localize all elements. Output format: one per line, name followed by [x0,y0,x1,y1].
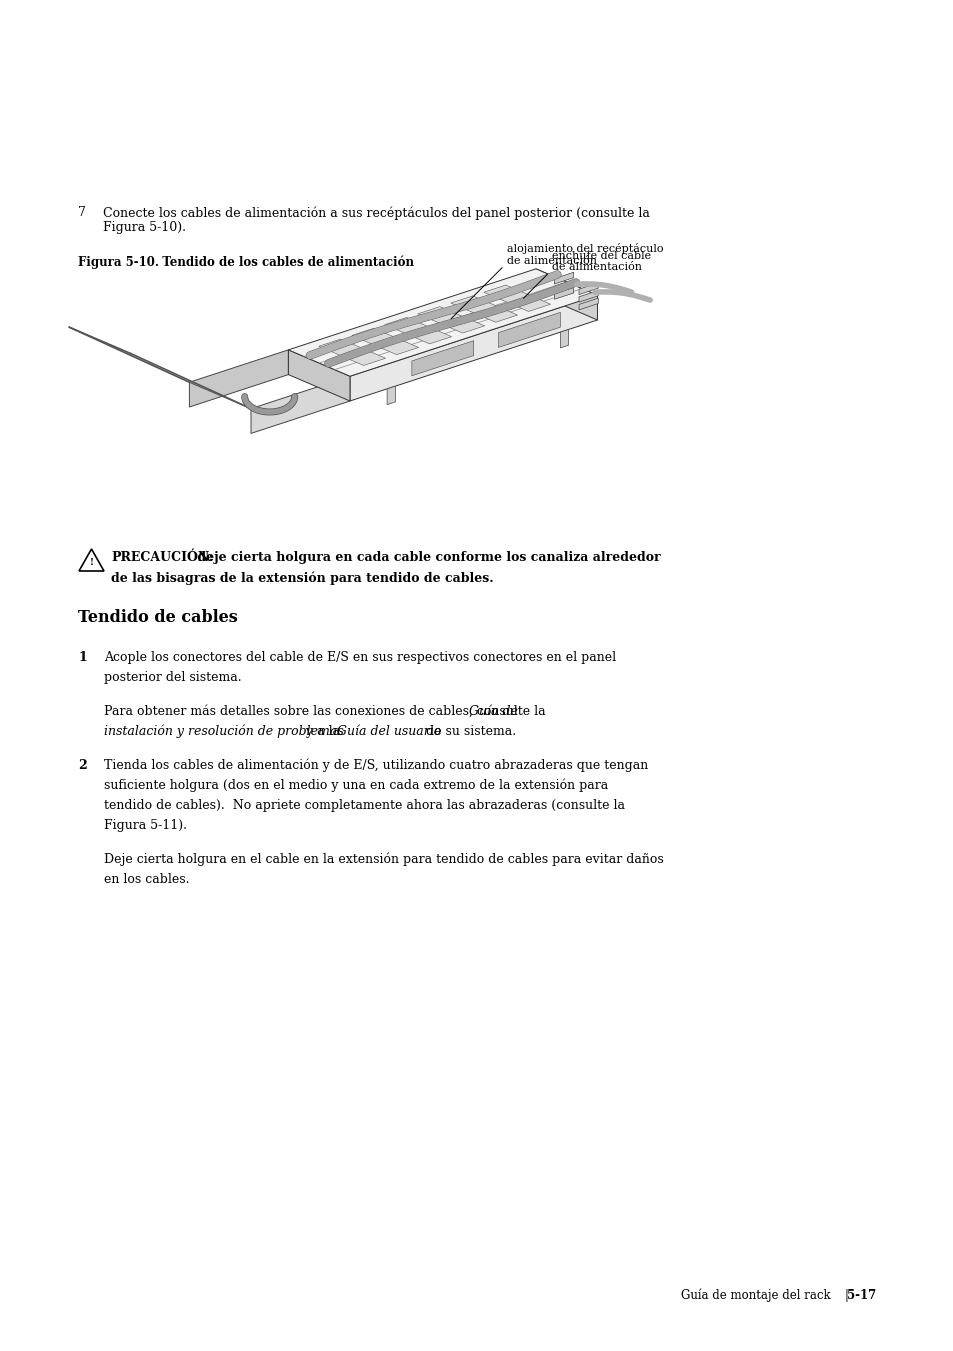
Polygon shape [288,269,597,376]
Polygon shape [554,288,573,300]
Text: Guía de: Guía de [469,705,517,717]
Polygon shape [559,330,568,349]
Text: Guía de montaje del rack: Guía de montaje del rack [680,1289,830,1302]
Polygon shape [578,290,598,303]
Polygon shape [578,282,598,295]
Polygon shape [554,280,573,292]
Polygon shape [190,350,288,407]
Text: Acople los conectores del cable de E/S en sus respectivos conectores en el panel: Acople los conectores del cable de E/S e… [104,651,616,663]
Text: PRECAUCIÓN:: PRECAUCIÓN: [111,551,213,563]
Text: Deje cierta holgura en el cable en la extensión para tendido de cables para evit: Deje cierta holgura en el cable en la ex… [104,852,663,866]
Text: deje cierta holgura en cada cable conforme los canaliza alrededor: deje cierta holgura en cada cable confor… [193,551,659,563]
Polygon shape [451,296,517,323]
Polygon shape [350,296,597,401]
Polygon shape [536,269,597,320]
Text: Tendido de cables: Tendido de cables [78,609,237,626]
Text: alojamiento del recéptáculo
de alimentación: alojamiento del recéptáculo de alimentac… [507,243,663,266]
Polygon shape [384,317,451,345]
Polygon shape [288,350,350,401]
Text: de su sistema.: de su sistema. [421,725,516,738]
Text: 7: 7 [78,205,86,219]
Polygon shape [318,339,385,366]
Polygon shape [578,299,598,309]
Text: instalación y resolución de problemas: instalación y resolución de problemas [104,725,343,739]
Polygon shape [483,285,550,312]
Text: tendido de cables).  No apriete completamente ahora las abrazaderas (consulte la: tendido de cables). No apriete completam… [104,798,624,812]
Text: enchufe del cable
de alimentación: enchufe del cable de alimentación [552,251,651,273]
Text: !: ! [90,558,93,567]
Text: 1: 1 [78,651,87,663]
Text: en los cables.: en los cables. [104,873,190,886]
Text: posterior del sistema.: posterior del sistema. [104,671,241,684]
Text: Guía del usuario: Guía del usuario [336,725,441,738]
Text: Figura 5-10.: Figura 5-10. [78,255,159,269]
Polygon shape [352,328,418,355]
Polygon shape [554,273,573,284]
Text: Figura 5-11).: Figura 5-11). [104,819,187,832]
Text: y a la: y a la [302,725,344,738]
Polygon shape [498,312,559,347]
Polygon shape [251,376,350,434]
Text: Tendido de los cables de alimentación: Tendido de los cables de alimentación [150,255,414,269]
Polygon shape [387,386,395,404]
Text: |: | [843,1289,847,1302]
Text: 5-17: 5-17 [846,1289,875,1302]
Polygon shape [417,307,484,334]
Text: Conecte los cables de alimentación a sus recéptáculos del panel posterior (consu: Conecte los cables de alimentación a sus… [103,205,649,235]
Text: 2: 2 [78,759,87,771]
Text: Tienda los cables de alimentación y de E/S, utilizando cuatro abrazaderas que te: Tienda los cables de alimentación y de E… [104,759,648,773]
Text: Para obtener más detalles sobre las conexiones de cables, consulte la: Para obtener más detalles sobre las cone… [104,705,549,717]
Text: de las bisagras de la extensión para tendido de cables.: de las bisagras de la extensión para ten… [111,571,493,585]
Text: suficiente holgura (dos en el medio y una en cada extremo de la extensión para: suficiente holgura (dos en el medio y un… [104,780,608,793]
Polygon shape [412,340,474,376]
